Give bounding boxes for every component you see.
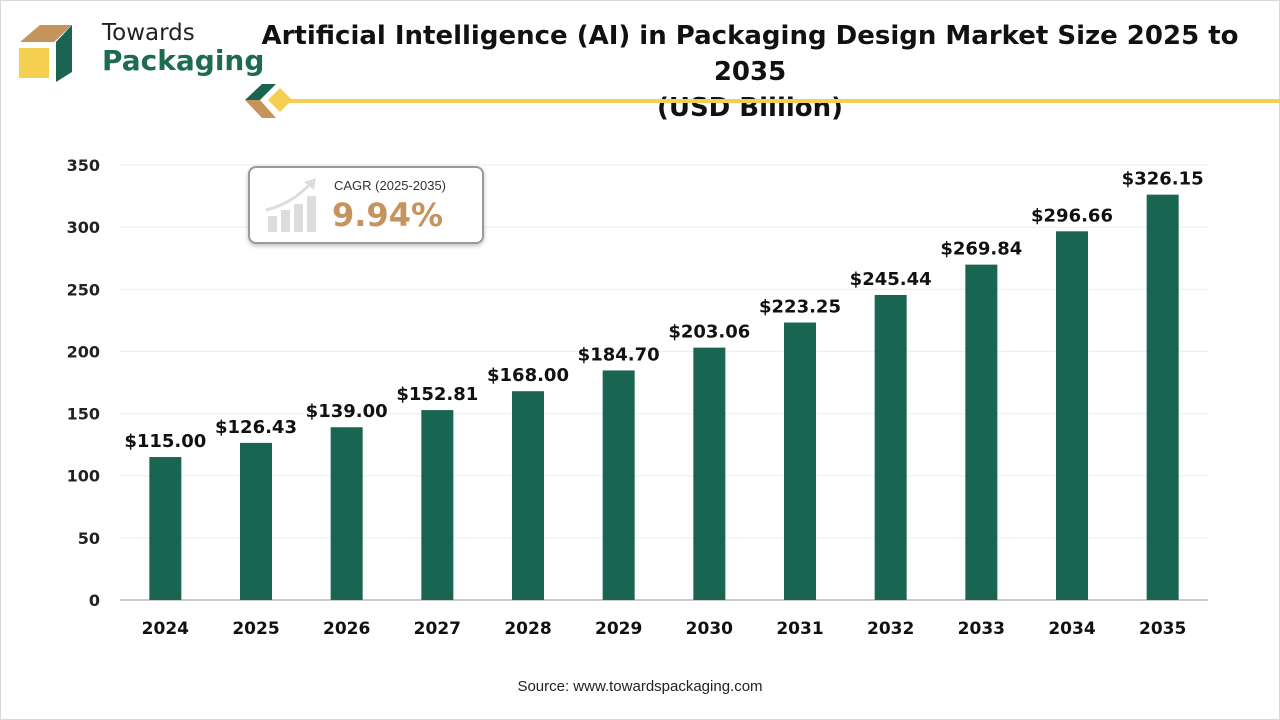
y-tick-label: 150 (67, 405, 100, 424)
cagr-label: CAGR (2025-2035) (334, 178, 446, 193)
data-label: $223.25 (759, 297, 841, 318)
bar-2028 (512, 391, 544, 600)
x-tick-label: 2034 (1048, 619, 1095, 639)
x-tick-label: 2028 (504, 619, 551, 639)
growth-chart-icon (265, 178, 316, 232)
x-tick-label: 2032 (867, 619, 914, 639)
title-underline-decoration (245, 84, 1280, 118)
source-note: Source: www.towardspackaging.com (517, 678, 763, 695)
title-line1: Artificial Intelligence (AI) in Packagin… (261, 21, 1239, 87)
title-line2: (USD Billion) (656, 93, 844, 123)
bar-2030 (693, 347, 726, 600)
y-tick-label: 200 (67, 342, 100, 361)
data-label: $152.81 (396, 384, 478, 405)
bar-2035 (1146, 194, 1179, 600)
bar-2026 (330, 427, 363, 600)
bar-2024 (149, 457, 182, 600)
data-label: $326.15 (1122, 169, 1204, 190)
chart-title: Artificial Intelligence (AI) in Packagin… (250, 18, 1250, 126)
x-tick-label: 2031 (776, 619, 823, 639)
bar-2033 (965, 264, 998, 600)
y-tick-label: 250 (67, 280, 100, 299)
y-tick-label: 0 (89, 591, 100, 610)
bar-2034 (1056, 231, 1088, 600)
x-tick-label: 2030 (686, 619, 733, 639)
cagr-value: 9.94% (332, 196, 444, 234)
data-label: $126.43 (215, 417, 297, 438)
bar-2031 (784, 322, 816, 600)
brand-line1: Towards (102, 20, 195, 46)
data-label: $184.70 (578, 344, 660, 365)
box-logo-icon (19, 25, 72, 82)
bar-2025 (240, 442, 272, 600)
x-tick-label: 2029 (595, 619, 642, 639)
data-label: $203.06 (668, 322, 750, 343)
y-tick-label: 100 (67, 467, 100, 486)
y-tick-label: 300 (67, 218, 100, 237)
x-tick-label: 2027 (414, 619, 461, 639)
x-tick-label: 2024 (142, 619, 189, 639)
data-label: $115.00 (124, 431, 206, 452)
brand-line2: Packaging (102, 44, 265, 77)
data-label: $296.66 (1031, 205, 1113, 226)
x-tick-label: 2033 (958, 619, 1005, 639)
brand-logo: Towards Packaging (18, 20, 264, 82)
data-label: $269.84 (940, 239, 1022, 260)
data-label: $139.00 (306, 401, 388, 422)
y-tick-label: 50 (78, 529, 100, 548)
x-tick-label: 2035 (1139, 619, 1186, 639)
cagr-box: CAGR (2025-2035) 9.94% (248, 166, 484, 244)
bar-2032 (874, 294, 907, 600)
x-tick-label: 2025 (232, 619, 279, 639)
bar-2027 (421, 410, 454, 600)
data-label: $168.00 (487, 365, 569, 386)
x-tick-label: 2026 (323, 619, 370, 639)
data-label: $245.44 (850, 269, 932, 290)
bar-2029 (602, 370, 635, 600)
y-tick-label: 350 (67, 156, 100, 175)
